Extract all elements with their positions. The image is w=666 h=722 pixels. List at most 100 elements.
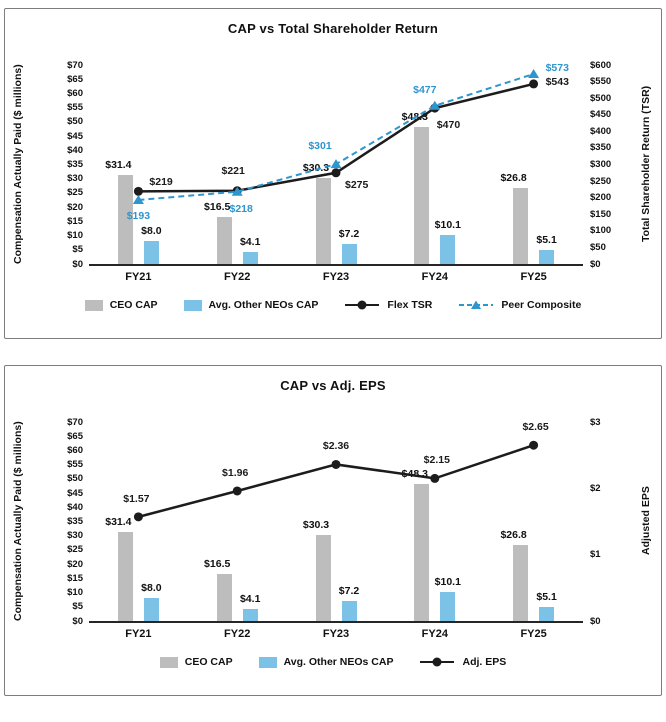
y-axis-tick-label: $50	[67, 116, 83, 128]
legend-label: Avg. Other NEOs CAP	[208, 299, 319, 311]
bar-ceo-cap	[216, 217, 232, 264]
peer-composite-marker-icon	[528, 68, 540, 78]
bar-value-label: $7.2	[338, 584, 360, 597]
line-series-svg	[132, 68, 540, 204]
bar-ceo-cap	[414, 483, 430, 621]
line-point-label: $275	[345, 178, 369, 191]
legend-item-peer-composite: Peer Composite	[458, 299, 581, 311]
bar-value-label: $31.4	[105, 515, 132, 528]
bar-ceo-cap	[513, 544, 529, 621]
legend-swatch-flex-tsr-icon	[345, 300, 380, 310]
peer-composite-marker-icon	[429, 100, 441, 110]
legend-item-flex-tsr: Flex TSR	[344, 299, 432, 311]
legend-label: CEO CAP	[184, 656, 233, 668]
y-axis-tick-label: $70	[67, 416, 83, 428]
y-axis-tick-label: $600	[590, 59, 612, 71]
y-axis-tick-label: $2	[590, 482, 601, 494]
chart-body: Compensation Actually Paid ($ millions) …	[5, 41, 661, 289]
x-axis-line	[89, 264, 583, 266]
legend-item-adj-eps: Adj. EPS	[419, 656, 506, 668]
legend: CEO CAP Avg. Other NEOs CAP Flex TSR Peer C…	[5, 299, 661, 311]
y-axis-tick-label: $350	[590, 142, 612, 154]
y-axis-tick-label: $30	[67, 530, 83, 542]
adj-eps-marker-icon	[133, 512, 143, 522]
y-axis-tick-label: $50	[590, 241, 606, 253]
adj-eps-line	[138, 444, 534, 519]
legend-swatch-ceo-cap-icon	[84, 299, 103, 311]
line-point-label: $218	[229, 202, 253, 215]
bar-avg-other-neos-cap	[440, 235, 456, 264]
line-point-label: $219	[149, 176, 173, 189]
x-axis-tick-label: FY21	[125, 628, 152, 640]
line-point-label: $301	[308, 140, 332, 153]
compensation-charts-page: CAP vs Total Shareholder Return Compensa…	[0, 8, 666, 696]
y-axis-tick-label: $60	[67, 87, 83, 99]
y-axis-tick-label: $60	[67, 444, 83, 456]
y-axis-tick-label: $45	[67, 130, 83, 142]
y-axis-tick-label: $55	[67, 459, 83, 471]
y-axis-tick-label: $10	[67, 230, 83, 242]
y-axis-tick-label: $0	[590, 258, 601, 270]
legend-label: Adj. EPS	[462, 656, 507, 668]
chart-body: Compensation Actually Paid ($ millions) …	[5, 398, 661, 646]
y-axis-tick-label: $70	[67, 59, 83, 71]
eps-chart-panel: CAP vs Adj. EPS Compensation Actually Pa…	[4, 365, 662, 696]
line-point-label: $221	[221, 164, 245, 177]
bar-ceo-cap	[216, 574, 232, 621]
legend-label: Peer Composite	[501, 299, 582, 311]
legend-item-ceo-cap: CEO CAP	[159, 656, 233, 668]
legend-swatch-ceo-cap-icon	[159, 656, 178, 668]
x-axis-tick-label: FY22	[224, 271, 251, 283]
bar-value-label: $7.2	[338, 227, 360, 240]
legend-label: Flex TSR	[387, 299, 433, 311]
adj-eps-marker-icon	[529, 440, 539, 450]
y-axis-tick-label: $45	[67, 487, 83, 499]
line-point-label: $2.15	[423, 454, 450, 467]
bar-value-label: $4.1	[239, 236, 261, 249]
line-point-label: $477	[413, 83, 437, 96]
line-point-label: $573	[545, 61, 569, 74]
bar-ceo-cap	[513, 187, 529, 264]
y-axis-tick-label: $20	[67, 558, 83, 570]
y-axis-tick-label: $1	[590, 549, 601, 561]
bar-avg-other-neos-cap	[143, 598, 159, 621]
x-axis-tick-label: FY23	[322, 271, 350, 283]
plot-area: $70 $65 $60 $55 $50 $45 $40 $35 $30 $25 $20 $15 $10 $…	[5, 398, 661, 646]
y-axis-tick-label: $15	[67, 215, 83, 227]
line-point-label: $1.57	[123, 492, 150, 505]
bar-avg-other-neos-cap	[242, 252, 258, 264]
adj-eps-marker-icon	[232, 486, 242, 496]
y-axis-tick-label: $3	[590, 416, 601, 428]
y-axis-tick-label: $450	[590, 109, 612, 121]
x-axis-tick-label: FY21	[125, 271, 152, 283]
legend-item-avg-other-neos-cap: Avg. Other NEOs CAP	[258, 656, 394, 668]
bar-avg-other-neos-cap	[341, 600, 357, 621]
adj-eps-marker-icon	[430, 473, 440, 483]
y-axis-tick-label: $200	[590, 192, 612, 204]
chart-title: CAP vs Total Shareholder Return	[227, 21, 439, 36]
legend-item-avg-other-neos-cap: Avg. Other NEOs CAP	[183, 299, 319, 311]
peer-composite-marker-icon	[132, 194, 144, 204]
y-axis-tick-label: $50	[67, 473, 83, 485]
line-point-label: $1.96	[222, 466, 249, 479]
legend: CEO CAP Avg. Other NEOs CAP Adj. EPS	[5, 656, 661, 668]
y-axis-tick-label: $0	[590, 615, 601, 627]
y-axis-tick-label: $40	[67, 501, 83, 513]
y-axis-tick-label: $20	[67, 201, 83, 213]
bar-value-label: $8.0	[141, 225, 162, 238]
bar-ceo-cap	[315, 534, 331, 621]
bar-value-label: $4.1	[239, 593, 261, 606]
bar-avg-other-neos-cap	[539, 606, 555, 621]
y-axis-tick-label: $5	[72, 244, 83, 256]
legend-swatch-adj-eps-icon	[420, 657, 455, 667]
bar-value-label: $5.1	[536, 590, 557, 603]
y-axis-tick-label: $300	[590, 159, 612, 170]
bar-value-label: $26.8	[500, 528, 527, 541]
legend-item-ceo-cap: CEO CAP	[84, 299, 158, 311]
bar-value-label: $5.1	[536, 233, 557, 246]
legend-swatch-peer-composite-icon	[459, 300, 494, 309]
line-series-svg	[133, 440, 539, 522]
x-axis-line	[89, 621, 583, 623]
legend-label: Avg. Other NEOs CAP	[283, 656, 394, 668]
y-axis-tick-label: $150	[590, 208, 612, 220]
